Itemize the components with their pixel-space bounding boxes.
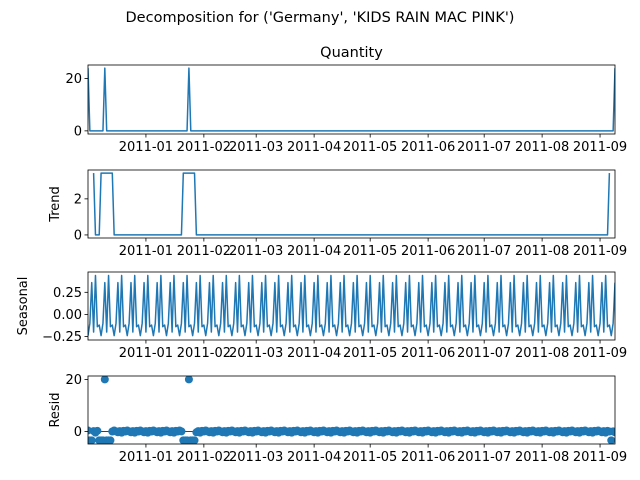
resid-data bbox=[88, 376, 615, 444]
resid-point bbox=[100, 376, 109, 384]
seasonal-ylabel: Seasonal bbox=[16, 277, 31, 336]
observed-xtick-label: 2011-02 bbox=[177, 140, 231, 155]
resid-point bbox=[93, 426, 102, 435]
observed-title: Quantity bbox=[320, 45, 383, 61]
seasonal-xtick-label: 2011-07 bbox=[457, 346, 511, 361]
observed-xtick-label: 2011-06 bbox=[401, 140, 455, 155]
seasonal-data bbox=[88, 274, 615, 337]
seasonal-xtick-label: 2011-04 bbox=[287, 346, 341, 361]
resid-point bbox=[184, 376, 193, 384]
trend-data bbox=[92, 172, 611, 236]
trend-xtick-label: 2011-09 bbox=[573, 244, 627, 259]
resid-ylabel: Resid bbox=[48, 392, 63, 427]
trend-xtick-label: 2011-08 bbox=[515, 244, 569, 259]
trend-xtick-label: 2011-05 bbox=[343, 244, 397, 259]
resid-xtick-label: 2011-08 bbox=[515, 450, 569, 465]
observed-xtick-label: 2011-08 bbox=[515, 140, 569, 155]
resid-xtick-label: 2011-05 bbox=[343, 450, 397, 465]
trend-xtick-label: 2011-02 bbox=[177, 244, 231, 259]
resid-point bbox=[177, 427, 186, 436]
resid-xtick-label: 2011-09 bbox=[573, 450, 627, 465]
trend-xtick-label: 2011-03 bbox=[229, 244, 283, 259]
resid-point bbox=[106, 436, 115, 444]
resid-ytick-label: 20 bbox=[65, 373, 82, 388]
seasonal-series-line bbox=[88, 274, 615, 337]
observed-xtick-label: 2011-03 bbox=[229, 140, 283, 155]
resid-xtick-label: 2011-06 bbox=[401, 450, 455, 465]
resid-point bbox=[607, 436, 615, 444]
resid-point bbox=[190, 436, 199, 444]
trend-ytick-label: 0 bbox=[74, 228, 82, 243]
trend-xtick-label: 2011-01 bbox=[119, 244, 173, 259]
trend-xtick-label: 2011-04 bbox=[287, 244, 341, 259]
observed-xtick-label: 2011-09 bbox=[573, 140, 627, 155]
trend-ylabel: Trend bbox=[48, 186, 63, 223]
trend-ytick-label: 2 bbox=[74, 192, 82, 207]
observed-data bbox=[88, 67, 615, 132]
observed-axes-frame bbox=[87, 64, 616, 135]
resid-xtick-label: 2011-04 bbox=[287, 450, 341, 465]
resid-xtick-label: 2011-07 bbox=[457, 450, 511, 465]
seasonal-ytick-label: 0.25 bbox=[53, 286, 82, 301]
trend-xtick-label: 2011-07 bbox=[457, 244, 511, 259]
seasonal-xtick-label: 2011-05 bbox=[343, 346, 397, 361]
seasonal-xtick-label: 2011-06 bbox=[401, 346, 455, 361]
resid-point bbox=[611, 428, 615, 437]
seasonal-xtick-label: 2011-03 bbox=[229, 346, 283, 361]
resid-xtick-label: 2011-01 bbox=[119, 450, 173, 465]
resid-ytick-label: 0 bbox=[74, 425, 82, 440]
resid-xtick-label: 2011-03 bbox=[229, 450, 283, 465]
seasonal-xtick-label: 2011-09 bbox=[573, 346, 627, 361]
seasonal-ytick-label: 0.00 bbox=[53, 308, 82, 323]
observed-ytick-label: 0 bbox=[74, 124, 82, 139]
figure-suptitle: Decomposition for ('Germany', 'KIDS RAIN… bbox=[126, 10, 515, 26]
resid-axes-frame bbox=[87, 375, 616, 445]
seasonal-axes-frame bbox=[87, 271, 616, 341]
observed-series-line bbox=[88, 67, 615, 132]
trend-axes-frame bbox=[87, 169, 616, 239]
observed-xtick-label: 2011-04 bbox=[287, 140, 341, 155]
resid-point bbox=[88, 436, 96, 444]
trend-xtick-label: 2011-06 bbox=[401, 244, 455, 259]
seasonal-xtick-label: 2011-02 bbox=[177, 346, 231, 361]
seasonal-xtick-label: 2011-01 bbox=[119, 346, 173, 361]
trend-series-line bbox=[92, 172, 611, 236]
observed-ytick-label: 20 bbox=[65, 72, 82, 87]
observed-xtick-label: 2011-01 bbox=[119, 140, 173, 155]
observed-xtick-label: 2011-07 bbox=[457, 140, 511, 155]
observed-xtick-label: 2011-05 bbox=[343, 140, 397, 155]
seasonal-xtick-label: 2011-08 bbox=[515, 346, 569, 361]
resid-xtick-label: 2011-02 bbox=[177, 450, 231, 465]
seasonal-ytick-label: −0.25 bbox=[42, 330, 82, 345]
